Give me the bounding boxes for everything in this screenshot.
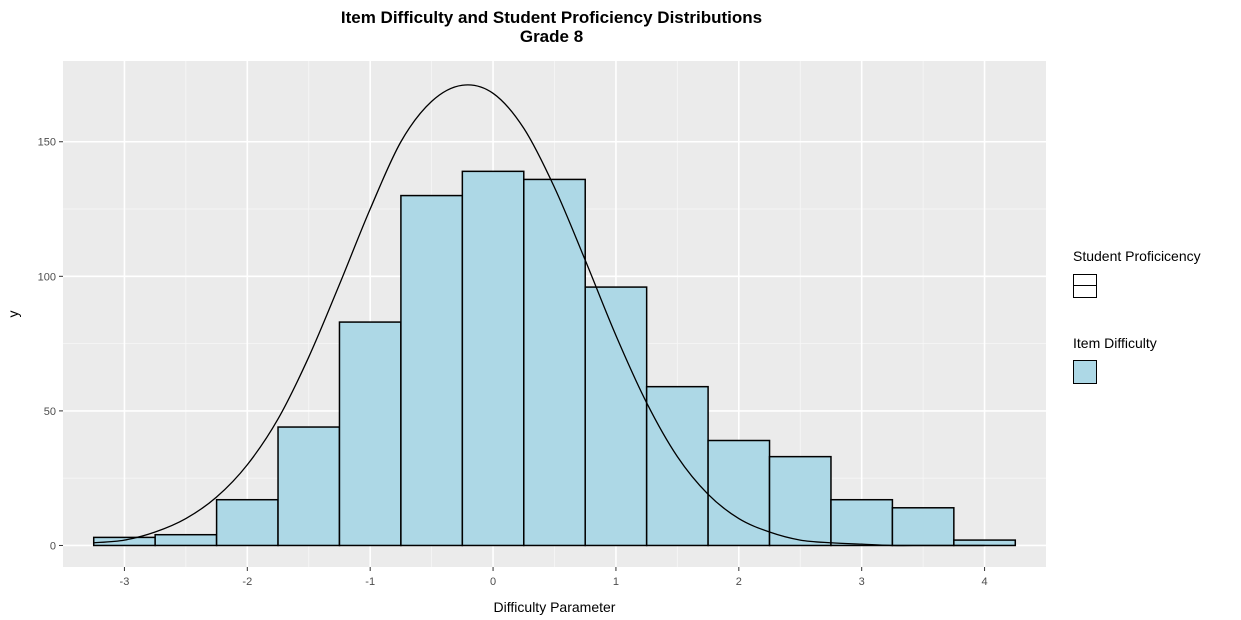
x-tick-label: 4 — [982, 576, 988, 588]
x-tick-label: 1 — [613, 576, 619, 588]
histogram-bar — [523, 178, 586, 547]
histogram-bars — [92, 170, 1017, 547]
chart-title: Item Difficulty and Student Proficiency … — [340, 8, 763, 27]
legend-title-item-difficulty: Item Difficulty — [1073, 335, 1157, 351]
x-tick-label: 3 — [859, 576, 865, 588]
density-curve — [93, 84, 985, 547]
y-tick-label: 0 — [50, 540, 56, 552]
histogram-bar — [277, 426, 341, 547]
y-tick-label: 50 — [44, 406, 56, 418]
histogram-bar — [400, 194, 464, 547]
x-axis-label: Difficulty Parameter — [494, 599, 616, 615]
x-tick-label: 0 — [490, 576, 496, 588]
chart-title-block: Item Difficulty and Student Proficiency … — [0, 8, 1103, 46]
y-tick-label: 150 — [38, 137, 56, 149]
histogram-bar — [891, 507, 955, 547]
chart-subtitle: Grade 8 — [519, 27, 584, 46]
x-tick-label: -3 — [120, 576, 130, 588]
histogram-bar — [953, 539, 1017, 547]
x-tick-label: -1 — [365, 576, 375, 588]
histogram-bar — [461, 170, 525, 547]
histogram-bar — [768, 455, 832, 547]
histogram-bar — [707, 439, 771, 547]
density-curve-line — [93, 84, 985, 547]
histogram-bar — [154, 533, 218, 547]
histogram-bar — [584, 286, 648, 547]
histogram-bar — [338, 321, 402, 547]
histogram-bar — [645, 385, 709, 547]
histogram-bar — [215, 498, 279, 547]
legend-title-student-proficiency: Student Proficicency — [1073, 248, 1201, 264]
histogram-bar — [830, 498, 894, 547]
y-axis-label: y — [5, 311, 21, 318]
y-axis-ticks: 0 50 100 150 — [38, 137, 63, 552]
histogram-bar — [92, 536, 156, 547]
x-tick-label: -2 — [242, 576, 252, 588]
y-tick-label: 100 — [38, 271, 56, 283]
legend-key-fill — [1073, 360, 1097, 384]
legend-key-line — [1073, 274, 1097, 298]
x-axis-ticks: -3 -2 -1 0 1 2 3 4 — [120, 567, 988, 588]
x-tick-label: 2 — [736, 576, 742, 588]
